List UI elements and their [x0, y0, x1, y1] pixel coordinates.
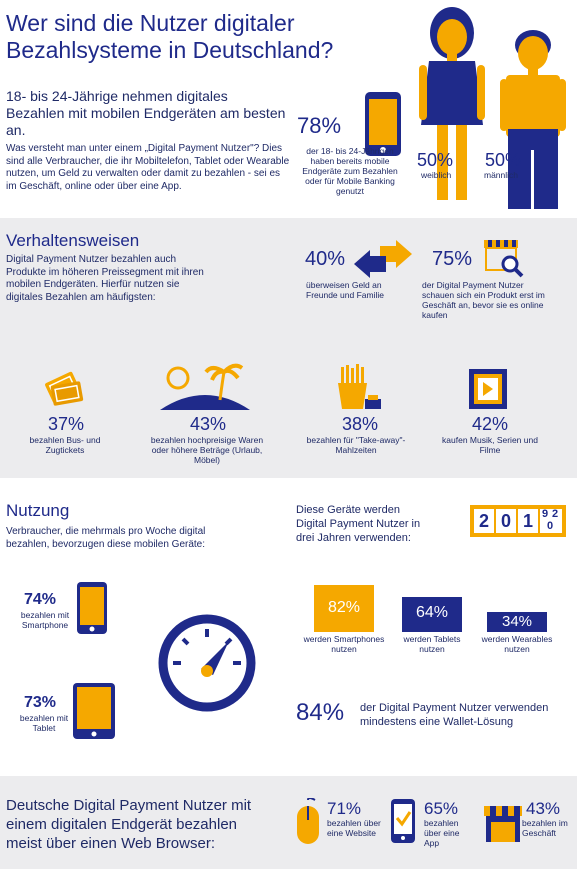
- tablet-device-icon: [72, 682, 116, 745]
- woman-icon: [417, 5, 487, 210]
- tablet-pct: 73%: [24, 694, 57, 711]
- showroom-pct: 75%: [432, 248, 473, 270]
- year-flip-digit-2: 2: [552, 508, 559, 520]
- app-phone-icon: [390, 798, 416, 849]
- mouse-icon: [295, 797, 321, 851]
- intro-headline: 18- bis 24-Jährige nehmen digitales Beza…: [6, 88, 286, 138]
- intro-section: Wer sind die Nutzer digitaler Bezahlsyst…: [0, 0, 577, 212]
- ticket-icon: [42, 368, 86, 413]
- speedometer-icon: [157, 613, 257, 718]
- wallet-pct: 84%: [296, 699, 345, 726]
- year-digit-3: 1: [518, 509, 538, 533]
- year-digit-2: 0: [496, 509, 516, 533]
- young-caption: der 18- bis 24-Jährigen haben bereits mo…: [302, 146, 398, 196]
- app-pct: 65%: [424, 799, 459, 818]
- smartphones-bar: 82%: [314, 585, 374, 632]
- male-pct: 50%: [485, 150, 522, 170]
- smartphone-icon: [364, 91, 402, 162]
- item-pct-4: 42%: [472, 414, 509, 434]
- male-label: männlich: [484, 170, 519, 180]
- showroom-caption: der Digital Payment Nutzer schauen sich …: [422, 280, 545, 320]
- tablets-bar: 64%: [402, 597, 462, 632]
- fries-icon: [335, 363, 383, 418]
- smartphones-pct: 82%: [327, 599, 361, 616]
- year-flip-digit-1: 9: [542, 508, 549, 520]
- wallet-caption: der Digital Payment Nutzer verwenden min…: [360, 702, 549, 728]
- app-caption: bezahlen über eine App: [424, 818, 460, 848]
- item-pct-1: 37%: [48, 414, 85, 434]
- island-icon: [160, 358, 252, 418]
- item-caption-4: kaufen Musik, Serien und Filme: [442, 435, 538, 455]
- item-caption-1: bezahlen Bus- und Zugtickets: [29, 435, 101, 455]
- wearables-caption: werden Wearables nutzen: [481, 634, 553, 654]
- smartphones-caption: werden Smartphones nutzen: [303, 634, 385, 654]
- store-pct: 43%: [526, 799, 561, 818]
- usage-heading: Nutzung: [6, 501, 70, 520]
- tablets-caption: werden Tablets nutzen: [403, 634, 461, 654]
- usage-section: Nutzung Verbraucher, die mehrmals pro Wo…: [0, 484, 577, 770]
- transfer-caption: überweisen Geld an Freunde und Familie: [306, 280, 384, 300]
- store-search-icon: [482, 238, 526, 285]
- wearables-pct: 34%: [501, 613, 533, 630]
- smartphone-caption: bezahlen mit Smartphone: [20, 610, 70, 630]
- website-pct: 71%: [327, 799, 362, 818]
- browser-heading: Deutsche Digital Payment Nutzer mit eine…: [6, 797, 252, 852]
- item-pct-3: 38%: [342, 414, 379, 434]
- item-caption-2: bezahlen hochpreisige Waren oder höhere …: [150, 435, 264, 465]
- item-caption-3: bezahlen für "Take-away"-Mahlzeiten: [306, 435, 406, 455]
- wearables-bar: 34%: [487, 612, 547, 632]
- year-counter: 2 0 1 9 2 0: [470, 505, 566, 537]
- female-pct: 50%: [417, 150, 454, 170]
- year-flip-digits: 9 2 0: [540, 508, 562, 533]
- year-digit-1: 2: [474, 509, 494, 533]
- smartphone-pct: 74%: [24, 591, 57, 608]
- media-player-icon: [468, 368, 508, 415]
- smartphone-device-icon: [76, 581, 108, 640]
- item-pct-2: 43%: [190, 414, 227, 434]
- browser-section: Deutsche Digital Payment Nutzer mit eine…: [0, 776, 577, 869]
- behavior-text: Digital Payment Nutzer bezahlen auch Pro…: [6, 254, 204, 303]
- page-title: Wer sind die Nutzer digitaler Bezahlsyst…: [6, 10, 334, 63]
- tablets-pct: 64%: [415, 604, 449, 621]
- intro-definition: Was versteht man unter einem „Digital Pa…: [6, 143, 290, 192]
- tablet-caption: bezahlen mit Tablet: [19, 713, 69, 733]
- transfer-arrows-icon: [354, 240, 412, 283]
- future-text: Diese Geräte werden Digital Payment Nutz…: [296, 504, 421, 544]
- year-flip-digit-3: 0: [547, 520, 554, 532]
- young-pct: 78%: [297, 113, 342, 138]
- man-icon: [498, 25, 568, 215]
- store-caption: bezahlen im Geschäft: [522, 818, 568, 838]
- behavior-section: Verhaltensweisen Digital Payment Nutzer …: [0, 218, 577, 478]
- behavior-heading: Verhaltensweisen: [6, 231, 140, 250]
- usage-text: Verbraucher, die mehrmals pro Woche digi…: [6, 526, 206, 550]
- shop-icon: [482, 804, 524, 849]
- female-label: weiblich: [421, 170, 452, 180]
- transfer-pct: 40%: [305, 248, 346, 270]
- website-caption: bezahlen über eine Website: [327, 818, 381, 838]
